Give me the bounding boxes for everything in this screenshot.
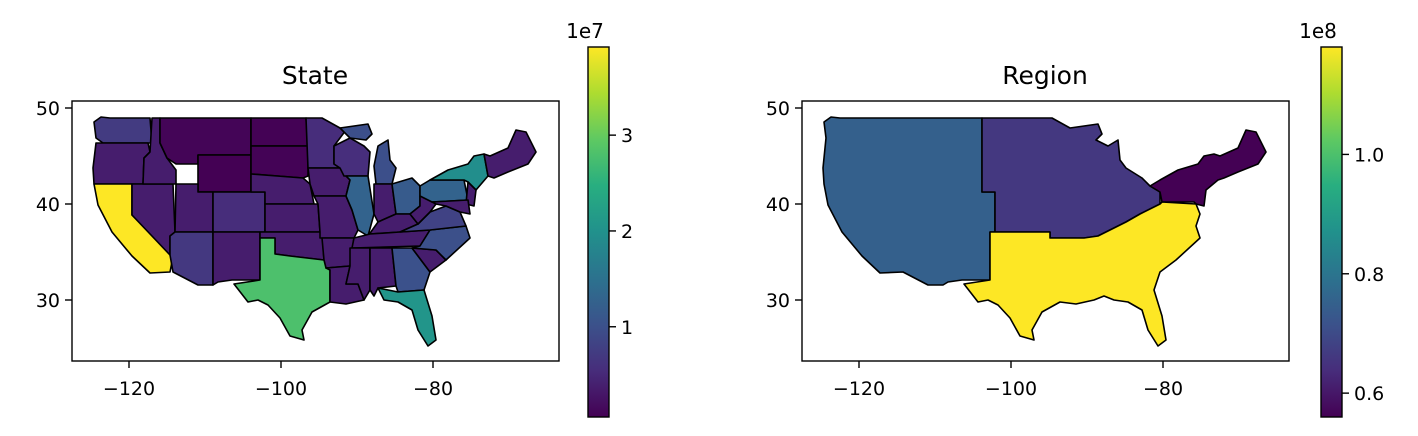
y-tick-label: 40: [36, 194, 60, 216]
state-arizona: [169, 231, 214, 286]
colorbar-tick-label: 0.6: [1354, 383, 1384, 405]
colorbar-offset-label: 1e7: [566, 19, 604, 43]
chart-title: State: [282, 61, 348, 90]
state-maryland: [431, 199, 471, 215]
state-texas: [233, 237, 331, 341]
state-florida: [377, 287, 437, 347]
region-plot-frame: [801, 100, 1290, 362]
state-michigan: [339, 123, 397, 185]
x-tick-label: −100: [255, 378, 307, 400]
state-south-dakota: [250, 145, 309, 179]
x-tick-label: −120: [833, 378, 885, 400]
colorbar-offset-label: 1e8: [1299, 19, 1337, 43]
x-tick-label: −120: [103, 378, 155, 400]
region-colorbar: 1e8 0.6 0.8 1.0: [1299, 19, 1384, 418]
state-pennsylvania: [419, 179, 469, 203]
region-map: [822, 116, 1267, 347]
colorbar-ticks: 1 2 3: [609, 125, 633, 339]
state-oregon: [92, 142, 151, 185]
state-new-mexico: [212, 231, 261, 286]
colorbar-tick-label: 1: [621, 317, 633, 339]
state-utah: [174, 183, 214, 233]
state-wyoming: [197, 154, 252, 193]
state-colorbar: 1e7 1 2 3: [566, 19, 633, 418]
colorbar-gradient: [1321, 47, 1342, 417]
colorbar-frame: [587, 46, 610, 418]
colorbar-frame: [1320, 46, 1343, 418]
state-new-england: [483, 129, 537, 179]
state-x-axis: −120 −100 −80: [103, 361, 453, 400]
colorbar-gradient: [588, 47, 609, 417]
state-north-dakota: [250, 117, 309, 147]
state-illinois: [345, 175, 375, 237]
y-tick-label: 30: [36, 290, 60, 312]
colorbar-tick-label: 0.8: [1354, 264, 1384, 286]
y-tick-label: 40: [766, 194, 790, 216]
colorbar-tick-label: 3: [621, 125, 633, 147]
region-x-axis: −120 −100 −80: [833, 361, 1183, 400]
state-map: [92, 116, 537, 347]
state-plot-frame: [71, 100, 560, 362]
state-washington: [93, 116, 153, 144]
y-tick-label: 50: [36, 98, 60, 120]
colorbar-ticks: 0.6 0.8 1.0: [1342, 144, 1384, 405]
y-tick-label: 50: [766, 98, 790, 120]
state-kansas: [264, 203, 321, 233]
x-tick-label: −80: [1143, 378, 1183, 400]
x-tick-label: −80: [413, 378, 453, 400]
x-tick-label: −100: [985, 378, 1037, 400]
state-y-axis: 30 40 50: [36, 98, 72, 312]
region-northeast: [1149, 129, 1267, 207]
region-west: [822, 116, 996, 286]
colorbar-tick-label: 1.0: [1354, 144, 1384, 166]
state-virginia: [399, 205, 467, 233]
region-south: [963, 201, 1201, 347]
y-tick-label: 30: [766, 290, 790, 312]
state-colorado: [212, 191, 266, 233]
region-y-axis: 30 40 50: [766, 98, 802, 312]
chart-title: Region: [1002, 61, 1088, 90]
region-panel: Region −120 −100 −80 30 40 50: [766, 19, 1384, 418]
colorbar-tick-label: 2: [621, 221, 633, 243]
state-panel: State: [36, 19, 633, 418]
